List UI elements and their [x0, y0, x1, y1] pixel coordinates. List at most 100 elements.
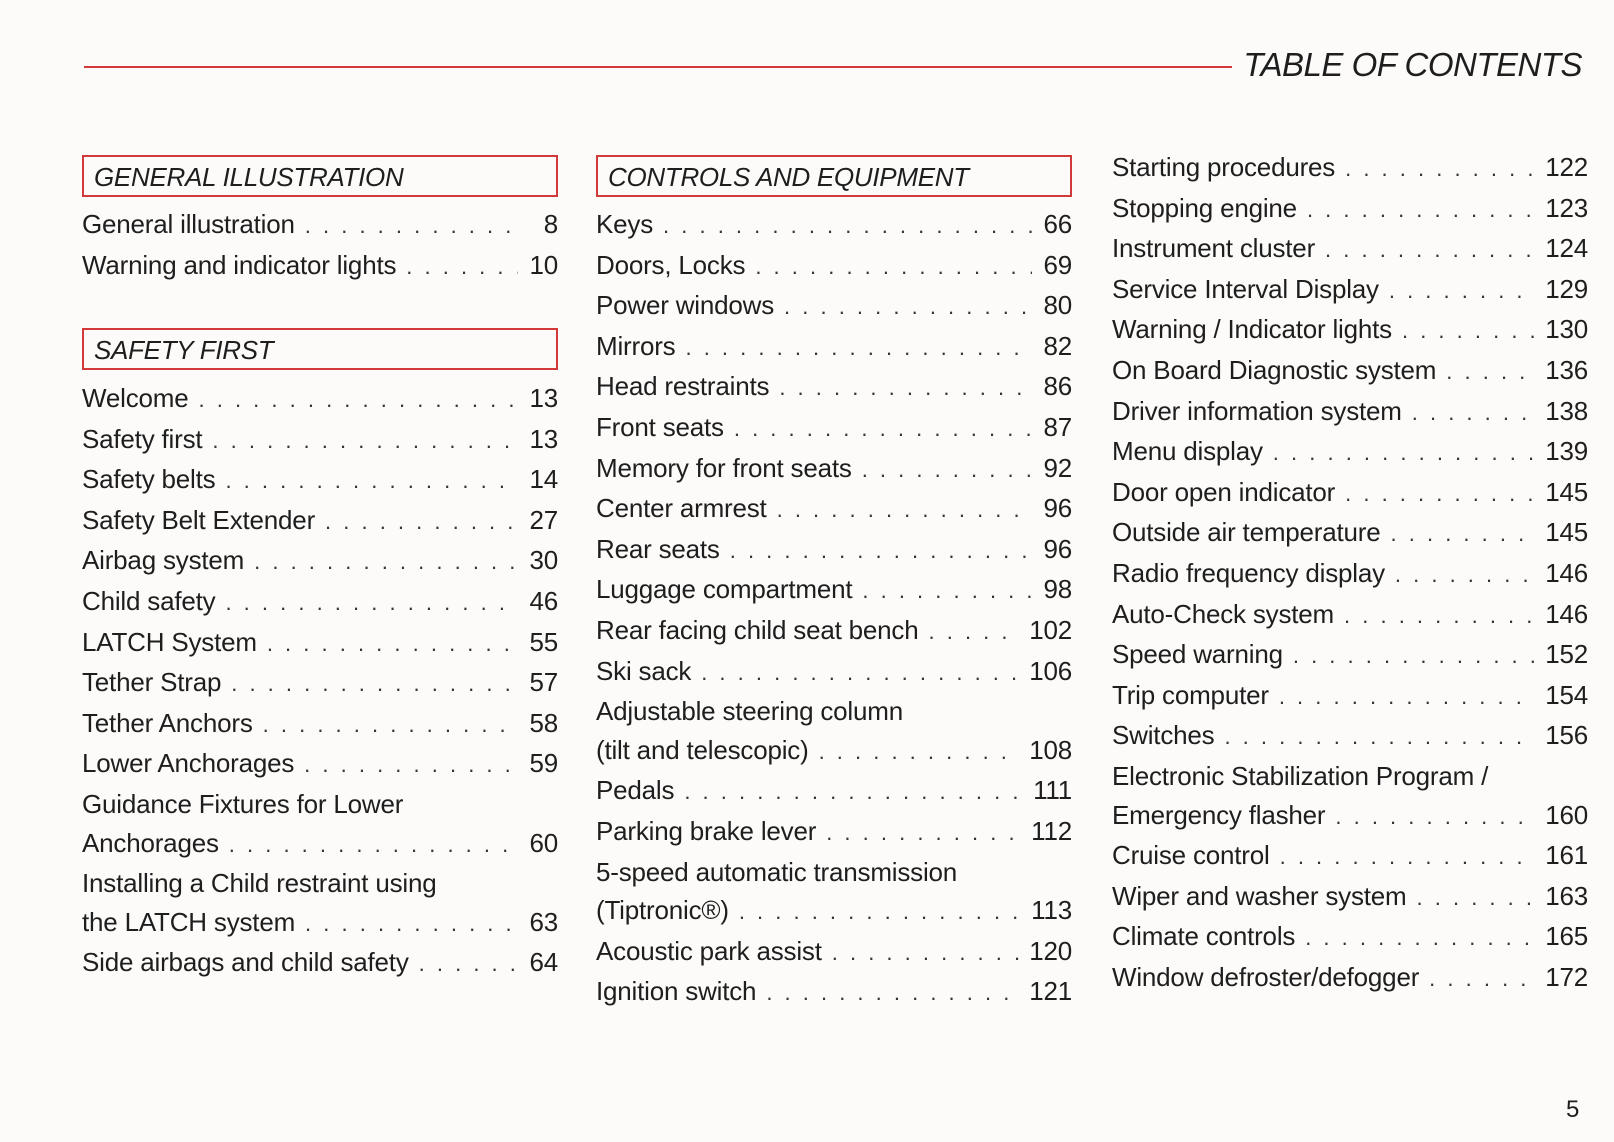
leader-dots [1417, 879, 1536, 918]
toc-entry[interactable]: Center armrest 96 [596, 489, 1072, 530]
toc-entry[interactable]: Adjustable steering column (tilt and tele… [596, 692, 1072, 771]
toc-entry[interactable]: Power windows 80 [596, 286, 1072, 327]
toc-entry[interactable]: Door open indicator 145 [1112, 473, 1588, 514]
toc-entry[interactable]: Electronic Stabilization Program / Emerge… [1112, 757, 1588, 836]
leader-dots [263, 706, 518, 745]
toc-entry-title: Warning / Indicator lights [1112, 314, 1392, 345]
toc-entry-page: 165 [1545, 921, 1588, 952]
toc-entry[interactable]: Front seats 87 [596, 408, 1072, 449]
toc-entry[interactable]: Doors, Locks 69 [596, 246, 1072, 287]
toc-entry-page: 120 [1029, 935, 1072, 966]
toc-entry-list: General illustration 8 Warning and indicat… [82, 205, 558, 286]
leader-dots [663, 207, 1032, 246]
toc-entry[interactable]: Mirrors 82 [596, 327, 1072, 368]
toc-entry-page: 124 [1545, 233, 1588, 264]
leader-dots [1412, 394, 1535, 433]
toc-entry[interactable]: Climate controls 165 [1112, 917, 1588, 958]
toc-entry-page: 108 [1029, 734, 1072, 765]
leader-dots [1325, 231, 1535, 270]
section-heading: GENERAL ILLUSTRATION [94, 162, 404, 192]
toc-entry[interactable]: Warning and indicator lights 10 [82, 246, 558, 287]
toc-entry[interactable]: Safety belts 14 [82, 460, 558, 501]
leader-dots [826, 814, 1021, 853]
toc-entry[interactable]: Acoustic park assist 120 [596, 932, 1072, 973]
toc-entry[interactable]: On Board Diagnostic system 136 [1112, 351, 1588, 392]
toc-entry-page: 98 [1043, 574, 1072, 605]
toc-entry-title: Speed warning [1112, 639, 1283, 670]
toc-entry[interactable]: LATCH System 55 [82, 623, 558, 664]
toc-entry[interactable]: Airbag system 30 [82, 541, 558, 582]
toc-entry[interactable]: Cruise control 161 [1112, 836, 1588, 877]
toc-entry-line: Driver information system 138 [1112, 392, 1588, 433]
toc-entry[interactable]: Pedals 111 [596, 771, 1072, 812]
toc-entry[interactable]: Wiper and washer system 163 [1112, 877, 1588, 918]
leader-dots [325, 503, 518, 542]
toc-entry-page: 82 [1043, 330, 1072, 361]
toc-entry[interactable]: Safety first 13 [82, 420, 558, 461]
toc-entry[interactable]: Driver information system 138 [1112, 392, 1588, 433]
toc-entry[interactable]: Stopping engine 123 [1112, 189, 1588, 230]
toc-entry[interactable]: Instrument cluster 124 [1112, 229, 1588, 270]
section-heading-box: SAFETY FIRST [82, 328, 558, 370]
toc-entry[interactable]: Parking brake lever 112 [596, 812, 1072, 853]
toc-entry[interactable]: Outside air temperature 145 [1112, 513, 1588, 554]
toc-entry[interactable]: Trip computer 154 [1112, 676, 1588, 717]
toc-entry-line: Center armrest 96 [596, 489, 1072, 530]
toc-entry[interactable]: 5-speed automatic transmission (Tiptronic… [596, 853, 1072, 932]
toc-entry[interactable]: Head restraints 86 [596, 367, 1072, 408]
leader-dots [1224, 718, 1535, 757]
toc-entry[interactable]: Auto-Check system 146 [1112, 595, 1588, 636]
toc-entry[interactable]: Speed warning 152 [1112, 635, 1588, 676]
toc-entry-title: On Board Diagnostic system [1112, 354, 1437, 385]
leader-dots [730, 532, 1032, 571]
toc-entry[interactable]: Luggage compartment 98 [596, 570, 1072, 611]
toc-entry[interactable]: Tether Strap 57 [82, 663, 558, 704]
leader-dots [254, 543, 518, 582]
toc-entry[interactable]: Warning / Indicator lights 130 [1112, 310, 1588, 351]
toc-entry[interactable]: Rear seats 96 [596, 530, 1072, 571]
toc-entry-line: Warning / Indicator lights 130 [1112, 310, 1588, 351]
toc-entry-page: 123 [1545, 192, 1588, 223]
toc-entry[interactable]: Menu display 139 [1112, 432, 1588, 473]
leader-dots [684, 773, 1023, 812]
leader-dots [1345, 150, 1535, 189]
toc-entry-title: Doors, Locks [596, 249, 746, 280]
toc-entry-title: 5-speed automatic transmission [596, 856, 958, 887]
toc-entry-page: 102 [1029, 614, 1072, 645]
toc-entry[interactable]: Keys 66 [596, 205, 1072, 246]
toc-entry-line: Anchorages 60 [82, 824, 558, 865]
toc-entry[interactable]: Radio frequency display 146 [1112, 554, 1588, 595]
toc-entry-title: Luggage compartment [596, 574, 853, 605]
toc-entry-page: 14 [529, 464, 558, 495]
toc-entry[interactable]: Ski sack 106 [596, 652, 1072, 693]
toc-entry-title: Safety first [82, 423, 203, 454]
toc-entry[interactable]: Window defroster/defogger 172 [1112, 958, 1588, 999]
toc-entry[interactable]: Guidance Fixtures for Lower Anchorages 60 [82, 785, 558, 864]
leader-dots [755, 248, 1032, 287]
toc-entry-page: 172 [1545, 961, 1588, 992]
toc-entry[interactable]: Side airbags and child safety 64 [82, 943, 558, 984]
toc-entry-title: Outside air temperature [1112, 517, 1381, 548]
toc-entry[interactable]: Starting procedures 122 [1112, 148, 1588, 189]
toc-entry-page: 92 [1043, 452, 1072, 483]
toc-entry[interactable]: Switches 156 [1112, 716, 1588, 757]
toc-entry[interactable]: Child safety 46 [82, 582, 558, 623]
toc-entry[interactable]: Rear facing child seat bench 102 [596, 611, 1072, 652]
page-title: TABLE OF CONTENTS [1243, 46, 1582, 83]
toc-entry-page: 121 [1029, 976, 1072, 1007]
leader-dots [1402, 312, 1535, 351]
toc-entry[interactable]: General illustration 8 [82, 205, 558, 246]
toc-entry-page: 57 [529, 667, 558, 698]
toc-entry-line: Electronic Stabilization Program / [1112, 757, 1588, 796]
leader-dots [777, 491, 1032, 530]
toc-entry[interactable]: Service Interval Display 129 [1112, 270, 1588, 311]
toc-entry-page: 64 [529, 947, 558, 978]
toc-entry-title: Side airbags and child safety [82, 947, 409, 978]
toc-entry[interactable]: Memory for front seats 92 [596, 449, 1072, 490]
toc-entry[interactable]: Lower Anchorages 59 [82, 744, 558, 785]
toc-entry[interactable]: Tether Anchors 58 [82, 704, 558, 745]
toc-entry[interactable]: Ignition switch 121 [596, 972, 1072, 1013]
toc-entry[interactable]: Installing a Child restraint using the LA… [82, 864, 558, 943]
toc-entry[interactable]: Welcome 13 [82, 379, 558, 420]
toc-entry[interactable]: Safety Belt Extender 27 [82, 501, 558, 542]
